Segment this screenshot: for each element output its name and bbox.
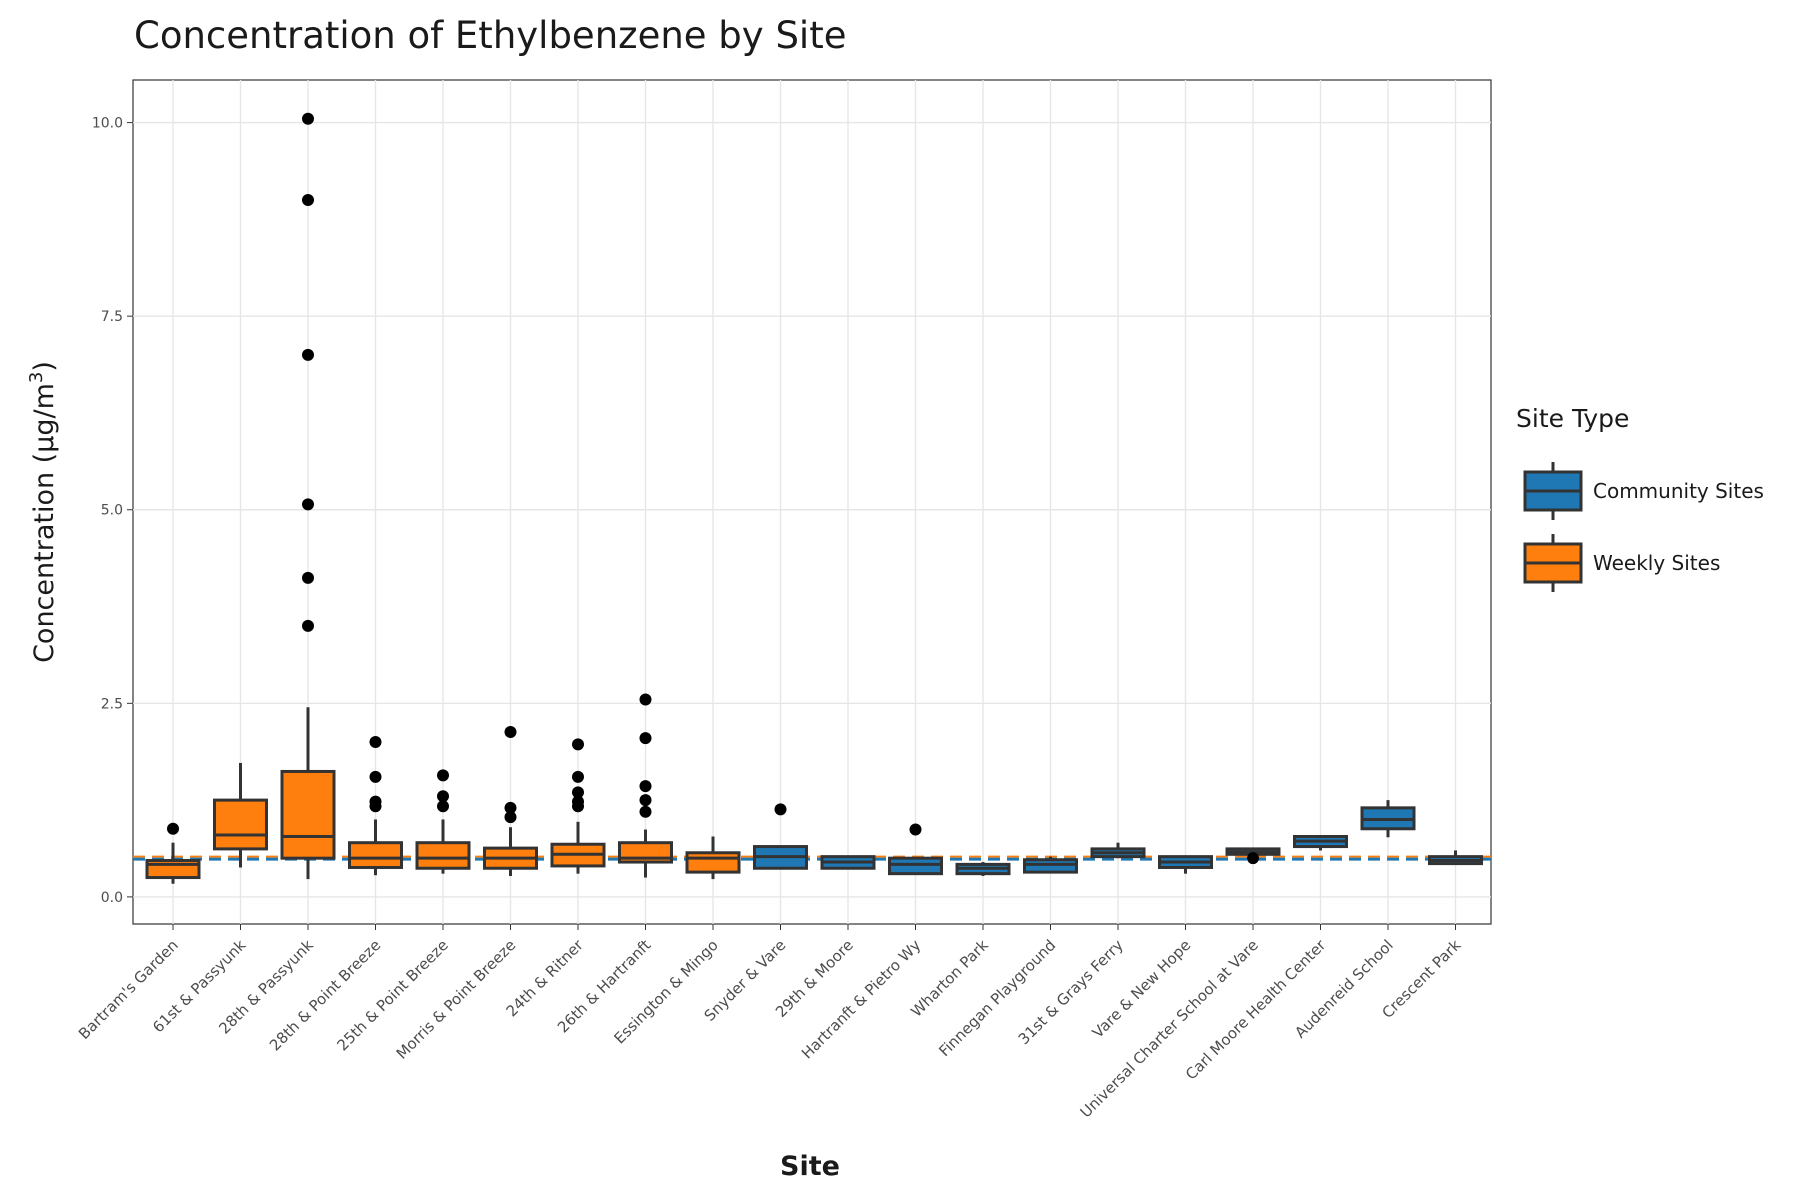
- box-24th-ritner: [550, 738, 606, 874]
- y-tick-label: 10.0: [92, 116, 123, 132]
- box-29th-moore: [820, 855, 876, 870]
- x-tick-label: Morris & Point Breeze: [393, 936, 520, 1063]
- plot-panel: [132, 79, 1492, 925]
- y-tick-label: 2.5: [101, 696, 123, 712]
- outlier-point: [302, 619, 314, 632]
- box-bartram-s-garden: [145, 822, 201, 884]
- grid-lines: [133, 80, 1491, 924]
- y-axis-title-suffix: ): [29, 361, 60, 372]
- box-essington-mingo: [685, 836, 741, 880]
- legend-item-community: Community Sites: [1523, 462, 1764, 520]
- box-26th-hartranft: [618, 693, 673, 878]
- outlier-point: [572, 795, 584, 808]
- box-body: [280, 769, 336, 860]
- y-axis-title-main: Concentration (μg/m: [29, 383, 60, 663]
- box-universal-charter-school-at-vare: [1225, 847, 1281, 865]
- legend-label-weekly: Weekly Sites: [1593, 551, 1720, 575]
- x-tick-label: 25th & Point Breeze: [333, 936, 451, 1054]
- outlier-point: [909, 823, 922, 836]
- outlier-point: [437, 769, 449, 782]
- box-31st-grays-ferry: [1090, 842, 1146, 859]
- outlier-point: [369, 736, 382, 749]
- legend-title: Site Type: [1516, 404, 1629, 433]
- legend-item-weekly: Weekly Sites: [1523, 534, 1720, 592]
- box-61st-passyunk: [213, 762, 268, 868]
- outlier-point: [639, 805, 652, 818]
- y-axis-title: Concentration (μg/m3): [26, 361, 60, 663]
- box-vare-new-hope: [1158, 855, 1213, 874]
- outlier-point: [302, 498, 314, 511]
- y-tick-label: 7.5: [101, 309, 123, 325]
- box-crescent-park: [1428, 850, 1483, 866]
- outlier-point: [504, 725, 517, 738]
- outlier-point: [504, 811, 517, 824]
- box-morris-point-breeze: [483, 725, 538, 876]
- outlier-point: [504, 801, 517, 814]
- outlier-point: [572, 786, 584, 799]
- x-tick-label: Carl Moore Health Center: [1182, 936, 1330, 1084]
- box-28th-point-breeze: [348, 736, 403, 876]
- box-body: [348, 841, 403, 869]
- outlier-point: [437, 800, 449, 813]
- box-body: [213, 798, 268, 851]
- outlier-point: [572, 770, 584, 783]
- outlier-point: [302, 348, 314, 361]
- box-hartranft-pietro-wy: [888, 823, 943, 876]
- box-28th-passyunk: [280, 112, 336, 880]
- outlier-point: [167, 822, 179, 835]
- y-axis: 0.0 2.5 5.0 7.5 10.0: [92, 116, 133, 906]
- y-axis-title-superscript: 3: [26, 372, 47, 383]
- outlier-point: [1247, 852, 1259, 865]
- legend-label-community: Community Sites: [1593, 479, 1764, 503]
- legend: Site Type Community Sites Weekly Sites: [1516, 404, 1764, 592]
- outlier-point: [437, 790, 449, 803]
- box-finnegan-playground: [1023, 856, 1078, 874]
- x-tick-label: Finnegan Playground: [935, 936, 1059, 1060]
- x-tick-label: 28th & Point Breeze: [266, 936, 384, 1054]
- outlier-point: [302, 571, 314, 584]
- box-carl-moore-health-center: [1293, 835, 1348, 851]
- x-tick-label: Hartranft & Pietro Wy: [798, 936, 924, 1062]
- outlier-point: [639, 693, 652, 706]
- outlier-point: [639, 780, 652, 793]
- y-tick-label: 0.0: [101, 890, 123, 906]
- outlier-point: [774, 803, 787, 816]
- box-audenreid-school: [1360, 800, 1416, 838]
- outlier-point: [639, 732, 652, 745]
- box-snyder-vare: [753, 803, 808, 870]
- outlier-point: [369, 770, 382, 783]
- x-axis-title: Site: [780, 1151, 840, 1182]
- box-body: [415, 841, 471, 870]
- reference-line: [133, 855, 1491, 861]
- y-tick-label: 5.0: [101, 503, 123, 519]
- outlier-point: [369, 795, 382, 808]
- box-body: [685, 851, 741, 874]
- chart-title: Concentration of Ethylbenzene by Site: [134, 14, 847, 57]
- box-body: [1023, 858, 1078, 874]
- outlier-point: [639, 794, 652, 807]
- outlier-point: [302, 112, 314, 125]
- box-25th-point-breeze: [415, 769, 471, 874]
- box-body: [888, 856, 943, 876]
- outlier-point: [572, 738, 584, 751]
- box-series: [145, 112, 1483, 884]
- box-wharton-park: [955, 862, 1011, 876]
- outlier-point: [302, 194, 314, 207]
